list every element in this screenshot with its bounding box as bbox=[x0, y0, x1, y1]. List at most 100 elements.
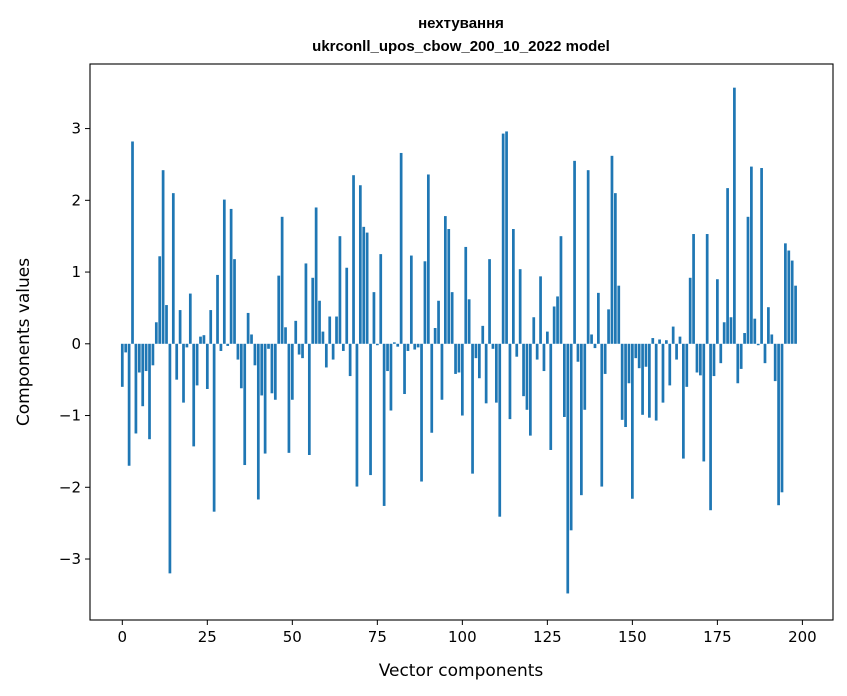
bar bbox=[236, 343, 240, 360]
bar bbox=[311, 277, 315, 344]
bar bbox=[617, 285, 621, 344]
bars-group bbox=[120, 87, 797, 594]
bar bbox=[651, 338, 655, 344]
bar bbox=[597, 292, 600, 344]
bar bbox=[450, 292, 454, 344]
bar bbox=[131, 141, 134, 344]
bar bbox=[226, 343, 230, 346]
bar bbox=[182, 343, 185, 403]
bar bbox=[205, 343, 209, 389]
bar bbox=[154, 322, 158, 344]
bar bbox=[777, 343, 780, 506]
bar bbox=[603, 343, 607, 374]
bar bbox=[563, 343, 566, 417]
bar bbox=[477, 343, 481, 379]
bar bbox=[437, 300, 440, 344]
bar bbox=[583, 343, 587, 410]
bar bbox=[552, 306, 556, 344]
bar bbox=[202, 335, 206, 344]
bar bbox=[682, 343, 685, 459]
bar bbox=[593, 343, 597, 349]
bar bbox=[668, 343, 672, 386]
bar bbox=[733, 87, 736, 344]
bar bbox=[512, 229, 515, 344]
bar bbox=[141, 343, 145, 407]
bar bbox=[464, 246, 468, 344]
bar bbox=[362, 226, 366, 344]
x-tick-label: 125 bbox=[533, 628, 562, 646]
bar bbox=[518, 269, 522, 344]
bar bbox=[722, 322, 726, 344]
bar bbox=[406, 343, 410, 351]
bar bbox=[246, 312, 250, 344]
bar bbox=[168, 343, 172, 574]
bar bbox=[787, 250, 791, 344]
y-tick-label: 3 bbox=[71, 120, 81, 138]
bar bbox=[522, 343, 525, 397]
bar bbox=[324, 343, 328, 368]
bar bbox=[631, 343, 634, 499]
bar bbox=[549, 343, 553, 450]
bar bbox=[460, 343, 464, 416]
bar bbox=[144, 343, 148, 372]
bar bbox=[137, 343, 141, 373]
bar bbox=[481, 325, 485, 344]
bar bbox=[358, 185, 362, 344]
bar bbox=[654, 343, 658, 421]
x-tick-label: 25 bbox=[198, 628, 217, 646]
x-tick-label: 175 bbox=[703, 628, 732, 646]
bar bbox=[790, 260, 794, 344]
bar bbox=[423, 261, 427, 344]
bar bbox=[165, 305, 168, 344]
bar bbox=[665, 340, 668, 344]
bar bbox=[794, 285, 797, 344]
bar bbox=[773, 343, 777, 382]
bar bbox=[171, 193, 175, 344]
bar bbox=[389, 343, 393, 411]
bar bbox=[620, 343, 624, 420]
bar bbox=[627, 343, 631, 384]
x-tick-label: 50 bbox=[283, 628, 302, 646]
bar bbox=[392, 342, 396, 344]
bar bbox=[702, 343, 706, 462]
bar bbox=[314, 207, 318, 344]
bar bbox=[338, 236, 342, 344]
bar bbox=[678, 336, 682, 344]
bar bbox=[216, 274, 219, 344]
y-tick-label: −1 bbox=[59, 407, 81, 425]
bar bbox=[644, 343, 648, 367]
x-tick-label: 75 bbox=[368, 628, 387, 646]
bar bbox=[580, 343, 583, 496]
bar bbox=[467, 299, 471, 344]
bar bbox=[379, 254, 383, 344]
bar bbox=[688, 277, 692, 344]
bar bbox=[590, 334, 593, 344]
bar bbox=[260, 343, 264, 396]
bar bbox=[532, 317, 536, 344]
bar bbox=[199, 336, 202, 344]
bar bbox=[127, 343, 131, 466]
bar bbox=[369, 343, 372, 476]
bar bbox=[267, 343, 270, 349]
bar bbox=[290, 343, 294, 400]
bar bbox=[600, 343, 604, 487]
bar bbox=[494, 343, 498, 403]
bar bbox=[498, 343, 502, 517]
bar bbox=[671, 326, 675, 344]
bar bbox=[712, 343, 716, 377]
bar bbox=[535, 343, 539, 360]
bar bbox=[250, 334, 253, 344]
bar bbox=[409, 255, 413, 344]
bar bbox=[158, 256, 162, 344]
bar bbox=[209, 310, 213, 344]
bar bbox=[284, 327, 287, 344]
bar bbox=[307, 343, 311, 455]
bar bbox=[372, 292, 376, 344]
bar bbox=[396, 343, 400, 347]
plot-frame bbox=[89, 63, 834, 621]
bar bbox=[634, 343, 638, 359]
chart-subtitle: ukrconll_upos_cbow_200_10_2022 model bbox=[312, 38, 610, 55]
bar bbox=[331, 343, 335, 360]
bar bbox=[607, 309, 610, 344]
